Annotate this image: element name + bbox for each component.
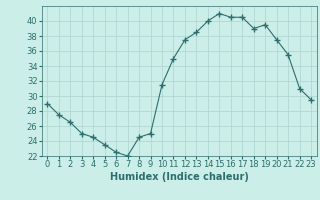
X-axis label: Humidex (Indice chaleur): Humidex (Indice chaleur) [110,172,249,182]
